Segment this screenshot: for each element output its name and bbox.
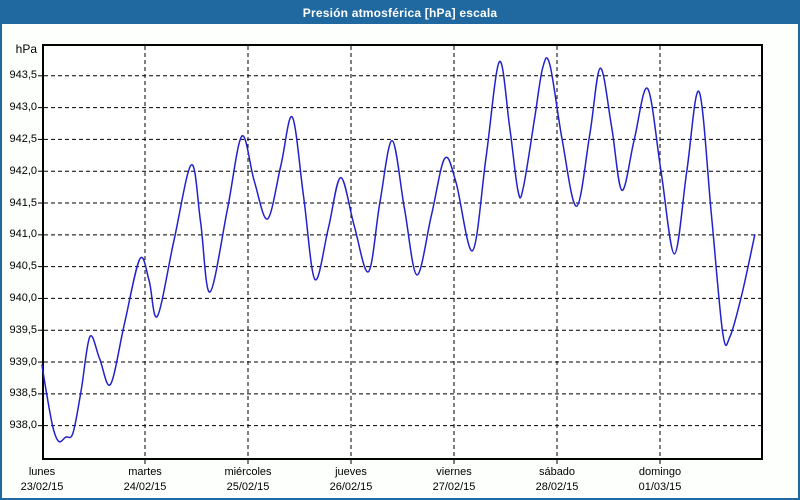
y-tick-label: 938,5	[9, 387, 37, 400]
y-tick-label: 942,5	[9, 132, 37, 145]
plot-area	[38, 44, 763, 464]
day-name: sábado	[538, 466, 576, 478]
title-bar: Presión atmosférica [hPa] escala	[2, 2, 798, 24]
x-day-label: martes 24/02/15	[94, 465, 196, 495]
y-tick-label: 943,0	[9, 101, 37, 114]
day-date: 26/02/15	[329, 481, 373, 493]
day-date: 24/02/15	[123, 481, 167, 493]
x-day-label: jueves 26/02/15	[300, 465, 402, 495]
x-day-label: domingo 01/03/15	[609, 465, 711, 495]
day-name: martes	[128, 466, 162, 478]
y-tick-label: 938,0	[9, 419, 37, 432]
day-date: 25/02/15	[226, 481, 270, 493]
day-name: miércoles	[224, 466, 272, 478]
plot-border	[42, 44, 763, 460]
y-tick-label: 943,5	[9, 69, 37, 82]
day-name: viernes	[436, 466, 472, 478]
day-date: 01/03/15	[638, 481, 682, 493]
x-day-label: miércoles 25/02/15	[197, 465, 299, 495]
day-date: 28/02/15	[535, 481, 579, 493]
y-tick-label: 941,5	[9, 196, 37, 209]
y-tick-label: 940,0	[9, 291, 37, 304]
pressure-line-series	[41, 57, 756, 443]
y-tick-label: 939,5	[9, 323, 37, 336]
day-name: lunes	[28, 466, 56, 478]
day-date: 23/02/15	[20, 481, 64, 493]
day-date: 27/02/15	[432, 481, 476, 493]
y-tick-label: 939,0	[9, 355, 37, 368]
day-name: domingo	[638, 466, 682, 478]
y-tick-label: 941,0	[9, 228, 37, 241]
x-day-label: viernes 27/02/15	[403, 465, 505, 495]
plot-background	[42, 44, 763, 460]
y-axis-unit-label: hPa	[15, 42, 37, 56]
x-day-label: lunes 23/02/15	[2, 465, 93, 495]
day-name: jueves	[335, 466, 367, 478]
window-title: Presión atmosférica [hPa] escala	[302, 6, 498, 20]
x-day-label: sábado 28/02/15	[506, 465, 608, 495]
y-tick-label: 940,5	[9, 260, 37, 273]
y-tick-label: 942,0	[9, 164, 37, 177]
